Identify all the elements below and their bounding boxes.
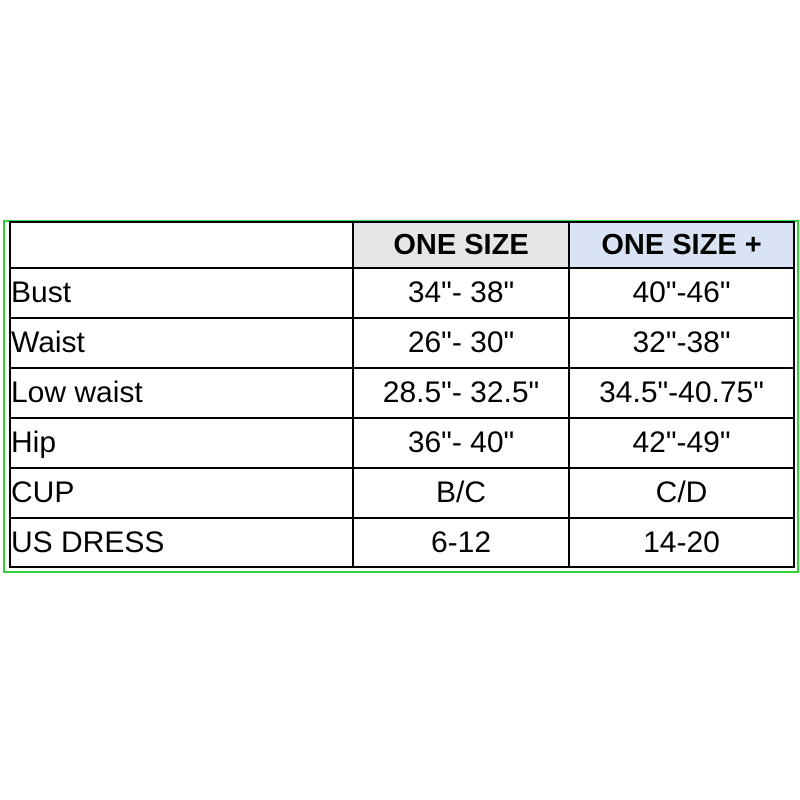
row-label-bust: Bust: [9, 267, 354, 319]
row-label-hip: Hip: [9, 417, 354, 469]
table-header-row: ONE SIZE ONE SIZE +: [9, 221, 795, 269]
table-row-us-dress: US DRESS 6-12 14-20: [9, 517, 795, 568]
us-dress-one-size-value: 6-12: [352, 517, 570, 568]
hip-one-size-value: 36"- 40": [352, 417, 570, 469]
waist-one-size-plus-value: 32"-38": [568, 317, 795, 369]
hip-one-size-plus-value: 42"-49": [568, 417, 795, 469]
header-cell-one-size: ONE SIZE: [352, 221, 570, 269]
table-row-low-waist: Low waist 28.5"- 32.5" 34.5"-40.75": [9, 367, 795, 419]
waist-one-size-value: 26"- 30": [352, 317, 570, 369]
header-cell-blank: [9, 221, 354, 269]
table-row-waist: Waist 26"- 30" 32"-38": [9, 317, 795, 369]
us-dress-one-size-plus-value: 14-20: [568, 517, 795, 568]
bust-one-size-value: 34"- 38": [352, 267, 570, 319]
table-row-cup: CUP B/C C/D: [9, 467, 795, 519]
row-label-low-waist: Low waist: [9, 367, 354, 419]
table-row-hip: Hip 36"- 40" 42"-49": [9, 417, 795, 469]
low-waist-one-size-plus-value: 34.5"-40.75": [568, 367, 795, 419]
header-cell-one-size-plus: ONE SIZE +: [568, 221, 795, 269]
table-row-bust: Bust 34"- 38" 40"-46": [9, 267, 795, 319]
size-chart-table: ONE SIZE ONE SIZE + Bust 34"- 38" 40"-46…: [9, 221, 795, 568]
row-label-waist: Waist: [9, 317, 354, 369]
row-label-us-dress: US DRESS: [9, 517, 354, 568]
bust-one-size-plus-value: 40"-46": [568, 267, 795, 319]
low-waist-one-size-value: 28.5"- 32.5": [352, 367, 570, 419]
cup-one-size-plus-value: C/D: [568, 467, 795, 519]
row-label-cup: CUP: [9, 467, 354, 519]
cup-one-size-value: B/C: [352, 467, 570, 519]
